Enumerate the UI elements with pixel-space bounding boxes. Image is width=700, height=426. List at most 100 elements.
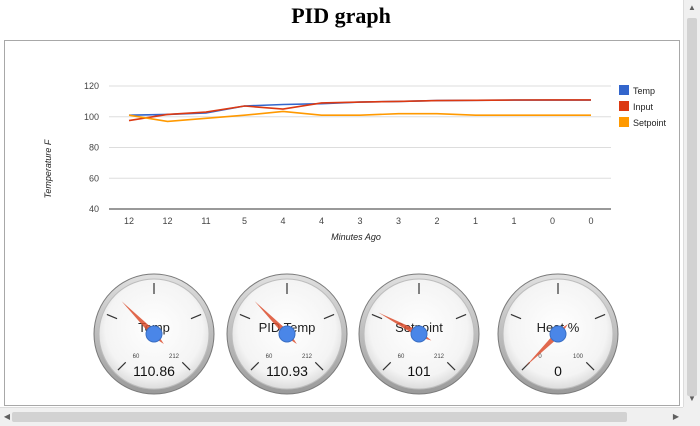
data-point xyxy=(167,121,169,123)
data-point xyxy=(244,105,246,107)
vertical-scrollbar[interactable]: ▲ ▼ xyxy=(683,0,700,426)
gauge-max-label: 212 xyxy=(302,354,313,360)
vertical-scroll-thumb[interactable] xyxy=(687,18,697,396)
gauge-value: 110.93 xyxy=(266,363,308,379)
gauge-tick xyxy=(455,313,467,320)
data-point xyxy=(282,111,284,113)
x-tick-label: 3 xyxy=(357,216,362,226)
gauge-hub xyxy=(278,325,296,343)
series-line-input xyxy=(128,99,591,122)
legend-swatch-temp xyxy=(619,85,629,95)
gauge-tick xyxy=(181,361,191,371)
gauge-tick xyxy=(446,361,456,371)
scroll-down-icon[interactable]: ▼ xyxy=(688,394,696,403)
data-point xyxy=(205,111,207,113)
y-tick-label: 100 xyxy=(84,112,99,122)
x-tick-label: 5 xyxy=(242,216,247,226)
data-point xyxy=(590,99,592,101)
x-tick-label: 12 xyxy=(124,216,134,226)
data-point xyxy=(128,114,130,116)
legend-label: Temp xyxy=(633,86,655,96)
x-axis-label: Minutes Ago xyxy=(331,232,381,242)
x-tick-label: 1 xyxy=(511,216,516,226)
x-tick-label: 0 xyxy=(588,216,593,226)
data-point xyxy=(167,114,169,116)
gauge-tick xyxy=(239,313,251,320)
gauge-tick xyxy=(250,361,260,371)
horizontal-scroll-thumb[interactable] xyxy=(12,412,627,422)
data-point xyxy=(359,114,361,116)
data-point xyxy=(321,114,323,116)
legend-label: Setpoint xyxy=(633,118,667,128)
gauge-tick xyxy=(117,361,127,371)
x-tick-label: 4 xyxy=(280,216,285,226)
gauge-max-label: 212 xyxy=(434,354,445,360)
data-point xyxy=(282,104,284,106)
data-point xyxy=(552,99,554,101)
gauge-hub xyxy=(410,325,428,343)
data-point xyxy=(552,114,554,116)
scroll-right-icon[interactable]: ▶ xyxy=(672,412,680,421)
gauge-tick xyxy=(314,361,324,371)
gauge-min-label: 0 xyxy=(538,354,542,360)
gauge-tick xyxy=(371,313,383,320)
legend-label: Input xyxy=(633,102,654,112)
legend-swatch-input xyxy=(619,101,629,111)
y-tick-label: 60 xyxy=(89,173,99,183)
data-point xyxy=(398,101,400,103)
gauge-value: 0 xyxy=(554,363,562,379)
gauge-tick xyxy=(106,313,118,320)
x-tick-label: 12 xyxy=(162,216,172,226)
data-point xyxy=(282,108,284,110)
data-point xyxy=(513,114,515,116)
x-tick-label: 1 xyxy=(473,216,478,226)
data-point xyxy=(398,113,400,115)
series-line-setpoint xyxy=(128,110,591,123)
gauge-value: 110.86 xyxy=(133,363,175,379)
gauge-min-label: 60 xyxy=(133,354,140,360)
gauge-max-label: 100 xyxy=(573,354,584,360)
data-point xyxy=(128,120,130,122)
gauge-tick xyxy=(594,313,606,320)
x-tick-label: 11 xyxy=(201,216,210,226)
page-title: PID graph xyxy=(291,3,391,28)
gauge-tick xyxy=(323,313,335,320)
data-point xyxy=(436,100,438,102)
scroll-left-icon[interactable]: ◀ xyxy=(3,412,11,421)
gauge-max-label: 212 xyxy=(169,354,180,360)
data-point xyxy=(513,99,515,101)
gauge-value: 101 xyxy=(407,363,431,379)
y-tick-label: 40 xyxy=(89,204,99,214)
gauge-min-label: 60 xyxy=(266,354,273,360)
horizontal-scrollbar[interactable]: ◀ ▶ xyxy=(0,407,683,426)
data-point xyxy=(475,114,477,116)
gauge-tick xyxy=(190,313,202,320)
y-tick-label: 80 xyxy=(89,143,99,153)
chart-legend: Temp Input Setpoint xyxy=(619,85,667,128)
data-point xyxy=(205,117,207,119)
gauge-hub xyxy=(549,325,567,343)
x-tick-label: 4 xyxy=(319,216,324,226)
gauge-tick xyxy=(510,313,522,320)
scroll-up-icon[interactable]: ▲ xyxy=(688,3,696,12)
chart-frame: 40 60 80 100 120 12 12 11 5 4 4 3 3 2 1 1 0 0 Minutes Ag… xyxy=(4,40,680,406)
data-point xyxy=(590,114,592,116)
gauge-hub xyxy=(145,325,163,343)
y-axis-label: Temperature F xyxy=(43,139,53,198)
gauge-tick xyxy=(585,361,595,371)
gauge-tick xyxy=(382,361,392,371)
y-tick-label: 120 xyxy=(84,81,99,91)
x-tick-label: 2 xyxy=(434,216,439,226)
data-point xyxy=(436,113,438,115)
legend-swatch-setpoint xyxy=(619,117,629,127)
x-tick-label: 0 xyxy=(550,216,555,226)
resize-grip-icon xyxy=(683,407,700,426)
data-point xyxy=(475,99,477,101)
data-point xyxy=(359,101,361,103)
gauge-setpoint: Setpoint60212101 xyxy=(358,273,480,395)
